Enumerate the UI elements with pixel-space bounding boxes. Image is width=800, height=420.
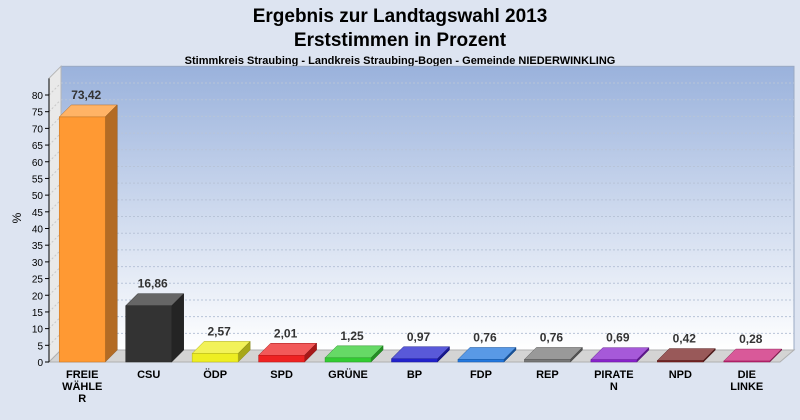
- x-tick-label: WÄHLE: [62, 380, 102, 393]
- x-tick-label: ÖDP: [203, 368, 227, 381]
- x-tick-label: LINKE: [730, 381, 763, 393]
- bar-value-label: 0,69: [606, 331, 630, 345]
- gridline-side: [48, 99, 62, 113]
- y-tick-label: 70: [32, 124, 44, 135]
- bar-value-label: 73,42: [71, 88, 101, 102]
- y-tick-label: 40: [32, 225, 44, 236]
- x-tick-label: R: [78, 393, 86, 405]
- bar-value-label: 0,42: [673, 332, 697, 346]
- bar: [324, 357, 372, 363]
- gridline-side: [48, 232, 62, 246]
- y-tick-label: 15: [32, 308, 44, 319]
- y-tick-label: 5: [37, 341, 43, 352]
- bar-value-label: 0,76: [473, 330, 497, 344]
- x-tick-label: DIE: [738, 369, 756, 381]
- y-tick-label: 45: [32, 208, 44, 219]
- bar: [191, 353, 239, 363]
- y-tick-label: 0: [37, 358, 43, 369]
- x-tick-label: PIRATE: [594, 369, 634, 381]
- plot-area: 0 5 10 15 20 25 30 35 40 45 50 55 60 65 70 75 80 73,42 FRE…: [32, 65, 796, 405]
- bar-value-label: 0,97: [407, 330, 431, 344]
- bar: [723, 360, 771, 363]
- y-tick-label: 50: [32, 191, 44, 202]
- gridline-side: [48, 199, 62, 213]
- bar: [258, 355, 305, 363]
- x-tick-label: CSU: [137, 369, 160, 381]
- chart-subtitle-line: Erststimmen in Prozent: [294, 30, 507, 51]
- chart-title: Ergebnis zur Landtagswahl 2013: [253, 6, 548, 27]
- x-tick-label: BP: [407, 369, 422, 381]
- bar: [657, 360, 704, 363]
- gridline-side: [48, 132, 62, 146]
- bar-value-label: 0,28: [739, 332, 763, 346]
- bar: [457, 359, 505, 363]
- bar: [125, 305, 172, 363]
- x-tick-label: GRÜNE: [328, 368, 368, 381]
- bar-value-label: 0,76: [540, 330, 564, 344]
- y-tick-label: 25: [32, 275, 44, 286]
- chart-subtitle: Stimmkreis Straubing - Landkreis Straubi…: [185, 55, 616, 67]
- x-tick-label: N: [610, 381, 618, 393]
- bar-value-label: 2,57: [207, 324, 231, 338]
- y-tick-label: 55: [32, 174, 44, 185]
- x-tick-label: REP: [536, 369, 559, 381]
- gridline-side: [48, 82, 62, 96]
- y-tick-label: 65: [32, 141, 44, 152]
- y-tick-label: 10: [32, 325, 44, 336]
- gridline-side: [48, 149, 62, 163]
- y-axis-label: %: [10, 212, 24, 223]
- x-tick-label: SPD: [270, 369, 293, 381]
- gridline-side: [48, 299, 62, 313]
- gridline-side: [48, 266, 62, 279]
- x-tick-label: NPD: [669, 369, 692, 381]
- gridline-side: [48, 166, 62, 179]
- bar-side: [104, 104, 118, 363]
- gridline-side: [48, 216, 62, 229]
- bar-value-label: 2,01: [274, 326, 298, 340]
- gridline-side: [48, 332, 62, 346]
- gridline-side: [48, 249, 62, 263]
- gridline-side: [48, 116, 62, 129]
- bar-value-label: 1,25: [340, 329, 364, 343]
- bar-side: [171, 293, 184, 363]
- gridline-side: [48, 182, 62, 196]
- gridline-side: [48, 316, 62, 329]
- bar: [391, 358, 438, 363]
- y-tick-label: 80: [32, 91, 44, 102]
- gridline-side: [48, 282, 62, 296]
- x-tick-label: FDP: [470, 369, 492, 381]
- y-tick-label: 60: [32, 158, 44, 169]
- y-tick-label: 20: [32, 291, 44, 302]
- bar: [524, 359, 571, 363]
- bar: [590, 359, 638, 363]
- y-tick-label: 75: [32, 108, 44, 119]
- x-tick-label: FREIE: [66, 369, 98, 381]
- y-tick-label: 35: [32, 241, 44, 252]
- bar: [58, 116, 106, 363]
- bar-value-label: 16,86: [138, 277, 168, 291]
- y-tick-label: 30: [32, 258, 44, 269]
